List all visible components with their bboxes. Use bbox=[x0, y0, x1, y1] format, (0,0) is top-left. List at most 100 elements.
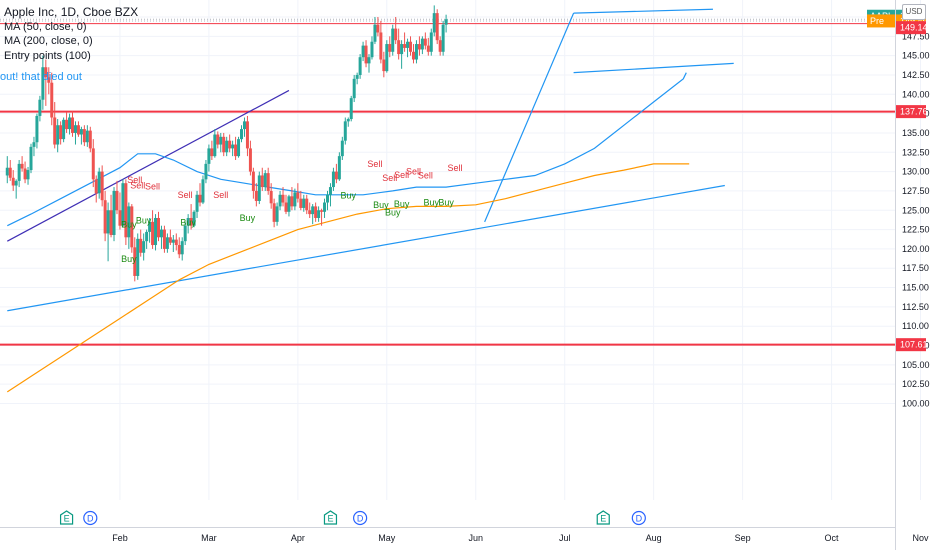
signal-sell-label: Sell bbox=[447, 163, 462, 173]
candle-body bbox=[263, 173, 267, 188]
signal-buy-label: Buy bbox=[438, 198, 454, 208]
price-axis-label: 145.00 bbox=[902, 51, 930, 61]
candle-body bbox=[23, 168, 27, 180]
legend-entry-points[interactable]: Entry points (100) bbox=[4, 49, 91, 62]
trend-line bbox=[573, 8, 713, 14]
candle-body bbox=[97, 171, 101, 194]
candle-body bbox=[284, 202, 288, 212]
candle-body bbox=[148, 221, 152, 232]
candle-body bbox=[308, 210, 312, 215]
candle-body bbox=[79, 129, 83, 135]
candle-body bbox=[417, 44, 421, 50]
price-label-value: 107.61 bbox=[900, 340, 928, 350]
time-axis-label: Sep bbox=[735, 533, 751, 543]
candle-body bbox=[186, 217, 190, 226]
candle-body bbox=[17, 163, 21, 181]
candle-body bbox=[127, 206, 131, 238]
candle-body bbox=[32, 142, 36, 147]
candle-body bbox=[73, 125, 77, 133]
candle-body bbox=[100, 171, 104, 201]
candle-body bbox=[432, 13, 436, 33]
trend-line bbox=[573, 62, 734, 74]
candle-body bbox=[142, 241, 146, 253]
price-label-bg bbox=[896, 21, 926, 35]
candle-body bbox=[403, 44, 407, 48]
price-label-bg bbox=[896, 105, 926, 119]
candle-body bbox=[210, 148, 214, 157]
time-axis-label: Aug bbox=[646, 533, 662, 543]
candle-body bbox=[201, 179, 205, 203]
candle-body bbox=[409, 41, 413, 52]
earnings-icon: E bbox=[596, 510, 610, 525]
price-label-bg bbox=[896, 338, 926, 352]
candle-body bbox=[382, 59, 386, 72]
candle-body bbox=[414, 44, 418, 60]
candle-body bbox=[136, 238, 140, 276]
price-axis[interactable]: 100.00102.50105.00107.50110.00112.50115.… bbox=[902, 31, 930, 408]
candle-body bbox=[272, 203, 276, 222]
text-annotation[interactable]: out! that died out bbox=[0, 71, 82, 83]
candle-body bbox=[115, 190, 119, 211]
candle-body bbox=[171, 239, 175, 243]
signal-buy-label: Buy bbox=[373, 200, 389, 210]
candle-body bbox=[234, 144, 238, 157]
time-axis[interactable]: Feb Mar Apr May Jun Jul Aug Sep Oct Nov bbox=[112, 533, 929, 543]
price-label-value: 137.76 bbox=[900, 107, 928, 117]
candle-body bbox=[162, 229, 166, 249]
candle-body bbox=[290, 196, 294, 207]
candle-body bbox=[331, 171, 335, 188]
candle-body bbox=[426, 45, 430, 52]
time-axis-label: May bbox=[378, 533, 396, 543]
candle-body bbox=[296, 192, 300, 199]
price-axis-label: 112.50 bbox=[902, 302, 929, 312]
candle-body bbox=[379, 32, 383, 60]
symbol-title[interactable]: Apple Inc, 1D, Cboe BZX bbox=[4, 5, 139, 19]
currency-button[interactable]: USD bbox=[902, 4, 926, 20]
candle-body bbox=[394, 28, 398, 41]
candle-body bbox=[429, 32, 433, 52]
candle-body bbox=[275, 206, 279, 222]
candle-body bbox=[266, 173, 270, 191]
signal-buy-label: Buy bbox=[340, 191, 356, 201]
event-marker-letter: D bbox=[636, 514, 643, 524]
candle-body bbox=[367, 57, 371, 64]
legend-ma200[interactable]: MA (200, close, 0) bbox=[4, 35, 93, 47]
price-axis-label: 127.50 bbox=[902, 186, 930, 196]
candle-body bbox=[287, 196, 291, 212]
candle-body bbox=[355, 74, 359, 79]
candle-body bbox=[423, 38, 427, 46]
earnings-icon: E bbox=[59, 510, 74, 525]
candle-body bbox=[106, 210, 110, 234]
events-layer: EDEDEDE bbox=[59, 510, 646, 526]
candle-body bbox=[154, 217, 158, 246]
candle-body bbox=[174, 239, 178, 246]
time-axis-label: Jun bbox=[468, 533, 483, 543]
candle-body bbox=[257, 175, 261, 201]
candle-body bbox=[189, 217, 193, 226]
legend-ma50[interactable]: MA (50, close, 0) bbox=[4, 20, 87, 33]
signal-sell-label: Sell bbox=[406, 167, 421, 177]
candle-body bbox=[222, 136, 226, 153]
candle-body bbox=[76, 125, 80, 135]
price-axis-label: 100.00 bbox=[902, 399, 930, 409]
event-marker-circle bbox=[83, 510, 98, 526]
candle-body bbox=[305, 198, 309, 211]
candle-body bbox=[91, 148, 95, 180]
candle-body bbox=[44, 67, 48, 78]
candle-body bbox=[311, 206, 315, 215]
candle-body bbox=[400, 44, 404, 55]
event-marker-circle bbox=[353, 510, 368, 526]
candle-body bbox=[219, 136, 223, 145]
dividend-icon: D bbox=[83, 510, 98, 526]
candle-body bbox=[438, 40, 442, 52]
candle-body bbox=[94, 179, 98, 194]
signal-buy-label: Buy bbox=[136, 215, 152, 225]
signal-sell-label: Sell bbox=[382, 173, 397, 183]
price-axis-label: 130.00 bbox=[902, 167, 930, 177]
dividend-icon: D bbox=[631, 510, 646, 526]
event-marker-shape bbox=[59, 510, 74, 525]
candle-body bbox=[391, 28, 395, 52]
candle-body bbox=[269, 190, 273, 204]
candle-body bbox=[56, 125, 60, 145]
